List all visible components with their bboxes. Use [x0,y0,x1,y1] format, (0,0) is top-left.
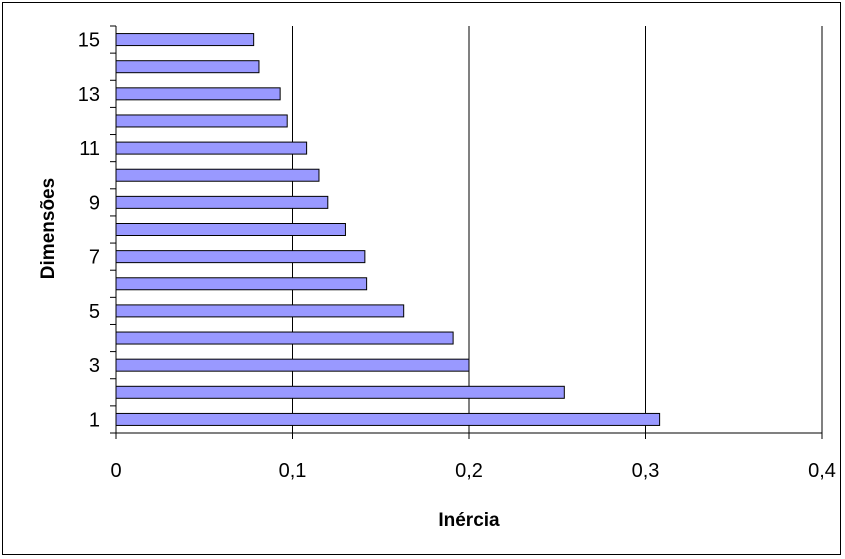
y-tick-label: 7 [89,247,100,269]
x-tick-label: 0 [110,460,121,482]
bar [115,277,368,291]
bar [115,331,454,345]
bar [115,87,281,101]
axes [110,25,823,439]
x-tick-label: 0,2 [455,460,483,482]
y-tick-label: 9 [89,192,100,214]
bar [115,385,565,399]
bar [115,168,320,182]
x-tick-label: 0,3 [632,460,660,482]
bar [115,33,255,47]
x-axis-title: Inércia [438,510,500,531]
bar [115,250,366,264]
bar [115,114,288,128]
y-tick-label: 15 [78,30,100,52]
y-axis-title: Dimensões [38,178,59,279]
y-tick-label: 11 [79,138,100,160]
y-tick-label: 5 [89,301,100,323]
x-tick-label: 0,4 [808,460,836,482]
bar [115,60,260,74]
bar [115,412,661,426]
bar [115,358,470,372]
bar [115,141,308,155]
bars [115,33,661,426]
x-tick-label: 0,1 [279,460,307,482]
y-tick-label: 3 [89,355,100,377]
gridlines [292,26,823,433]
y-tick-label: 1 [89,409,100,431]
bar [115,304,405,318]
bar [115,223,346,236]
bar [115,195,329,209]
y-tick-label: 13 [78,84,100,106]
